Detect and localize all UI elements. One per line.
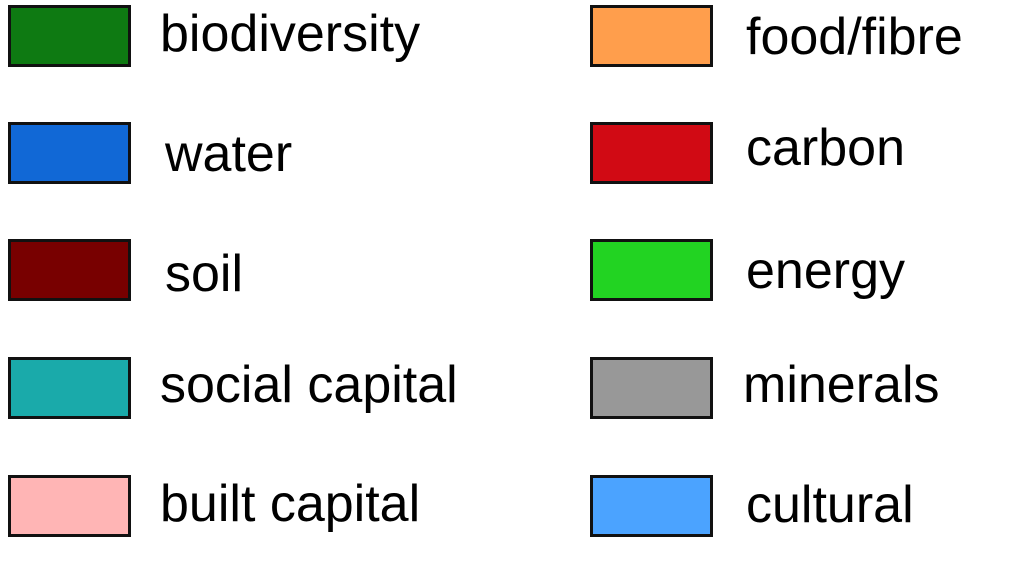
cultural-label: cultural — [746, 476, 914, 534]
social-capital-label: social capital — [160, 356, 458, 414]
water-swatch — [8, 122, 131, 184]
minerals-label: minerals — [743, 356, 940, 414]
biodiversity-swatch — [8, 5, 131, 67]
water-label: water — [165, 125, 293, 183]
minerals-swatch — [590, 357, 713, 419]
biodiversity-label: biodiversity — [160, 5, 421, 63]
social-capital-swatch — [8, 357, 131, 419]
soil-label: soil — [165, 245, 244, 303]
carbon-label: carbon — [746, 119, 905, 177]
carbon-swatch — [590, 122, 713, 184]
cultural-swatch — [590, 475, 713, 537]
built-capital-swatch — [8, 475, 131, 537]
built-capital-label: built capital — [160, 475, 421, 533]
food-fibre-label: food/fibre — [746, 8, 963, 66]
soil-swatch — [8, 239, 131, 301]
food-fibre-swatch — [590, 5, 713, 67]
energy-swatch — [590, 239, 713, 301]
energy-label: energy — [746, 242, 905, 300]
